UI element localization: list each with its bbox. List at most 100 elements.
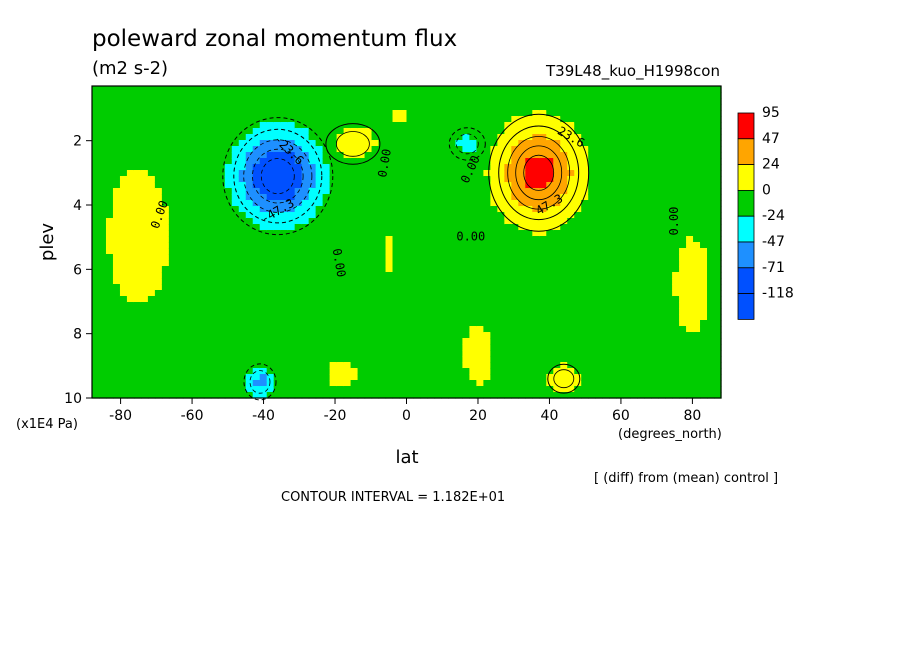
contour-cell	[511, 170, 519, 177]
contour-cell	[231, 92, 240, 99]
contour-cell	[259, 266, 268, 273]
contour-cell	[518, 242, 526, 249]
contour-cell	[588, 164, 596, 171]
contour-cell	[280, 86, 289, 93]
contour-cell	[189, 152, 198, 159]
contour-cell	[672, 338, 680, 345]
contour-cell	[203, 242, 212, 249]
contour-cell	[119, 98, 128, 105]
contour-cell	[126, 194, 135, 201]
contour-cell	[329, 368, 338, 375]
contour-cell	[161, 272, 170, 279]
contour-cell	[92, 278, 100, 285]
contour-cell	[644, 182, 652, 189]
contour-cell	[637, 368, 645, 375]
contour-cell	[98, 188, 107, 195]
contour-cell	[133, 218, 142, 225]
contour-cell	[462, 254, 470, 261]
contour-cell	[651, 194, 659, 201]
contour-cell	[644, 392, 652, 399]
contour-cell	[245, 194, 254, 201]
contour-cell	[427, 200, 436, 207]
contour-cell	[280, 350, 289, 357]
contour-cell	[140, 224, 149, 231]
contour-cell	[406, 170, 415, 177]
contour-cell	[224, 236, 233, 243]
contour-cell	[497, 122, 505, 129]
contour-cell	[357, 212, 366, 219]
contour-cell	[126, 260, 135, 267]
contour-cell	[469, 182, 477, 189]
contour-cell	[651, 368, 659, 375]
contour-cell	[609, 356, 617, 363]
contour-cell	[420, 302, 429, 309]
contour-cell	[182, 122, 191, 129]
contour-cell	[217, 128, 226, 135]
contour-cell	[616, 254, 624, 261]
contour-cell	[504, 206, 512, 213]
contour-cell	[588, 104, 596, 111]
contour-cell	[679, 194, 687, 201]
contour-cell	[392, 386, 401, 393]
contour-cell	[700, 374, 708, 381]
contour-cell	[252, 206, 261, 213]
contour-cell	[490, 248, 498, 255]
contour-cell	[105, 164, 114, 171]
contour-cell	[434, 278, 443, 285]
contour-cell	[413, 374, 422, 381]
contour-cell	[245, 176, 254, 183]
contour-cell	[133, 188, 142, 195]
contour-cell	[469, 176, 477, 183]
contour-cell	[623, 152, 631, 159]
contour-cell	[679, 356, 687, 363]
contour-cell	[399, 170, 408, 177]
contour-cell	[147, 374, 156, 381]
contour-cell	[133, 332, 142, 339]
contour-cell	[553, 116, 561, 123]
contour-cell	[518, 128, 526, 135]
contour-cell	[259, 248, 268, 255]
contour-cell	[315, 164, 324, 171]
contour-cell	[119, 260, 128, 267]
contour-cell	[595, 128, 603, 135]
contour-cell	[693, 368, 701, 375]
contour-cell	[707, 92, 715, 99]
contour-line	[335, 131, 370, 157]
contour-cell	[182, 278, 191, 285]
contour-cell	[280, 356, 289, 363]
contour-cell	[623, 350, 631, 357]
contour-cell	[427, 350, 436, 357]
contour-cell	[231, 308, 240, 315]
contour-cell	[203, 326, 212, 333]
contour-cell	[707, 272, 715, 279]
contour-cell	[105, 284, 114, 291]
contour-cell	[168, 320, 177, 327]
contour-cell	[308, 176, 317, 183]
contour-cell	[210, 236, 219, 243]
contour-cell	[371, 140, 380, 147]
contour-cell	[210, 254, 219, 261]
contour-cell	[140, 152, 149, 159]
contour-cell	[651, 356, 659, 363]
contour-cell	[92, 224, 100, 231]
contour-cell	[210, 212, 219, 219]
contour-cell	[483, 254, 491, 261]
contour-cell	[434, 176, 443, 183]
contour-cell	[497, 182, 505, 189]
contour-cell	[406, 176, 415, 183]
contour-cell	[434, 194, 443, 201]
contour-cell	[455, 338, 464, 345]
contour-cell	[644, 248, 652, 255]
contour-cell	[581, 200, 589, 207]
contour-cell	[385, 332, 394, 339]
contour-cell	[490, 374, 498, 381]
contour-cell	[140, 242, 149, 249]
contour-cell	[329, 356, 338, 363]
contour-cell	[406, 122, 415, 129]
contour-cell	[518, 230, 526, 237]
contour-cell	[147, 230, 156, 237]
contour-cell	[602, 260, 610, 267]
contour-cell	[672, 170, 680, 177]
contour-cell	[707, 116, 715, 123]
contour-cell	[553, 350, 561, 357]
